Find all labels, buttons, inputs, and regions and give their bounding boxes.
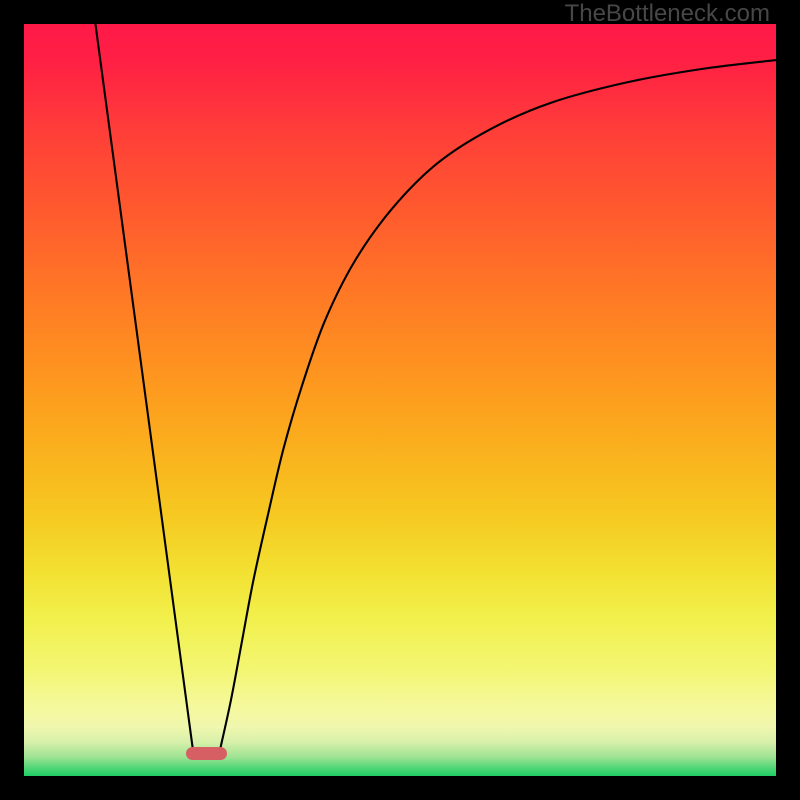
watermark-text: TheBottleneck.com xyxy=(565,0,770,28)
curve-right-branch xyxy=(220,60,776,752)
minimum-marker xyxy=(186,747,227,761)
curve-left-branch xyxy=(95,24,193,752)
chart-frame: TheBottleneck.com xyxy=(0,0,800,800)
curve-layer xyxy=(0,0,800,800)
